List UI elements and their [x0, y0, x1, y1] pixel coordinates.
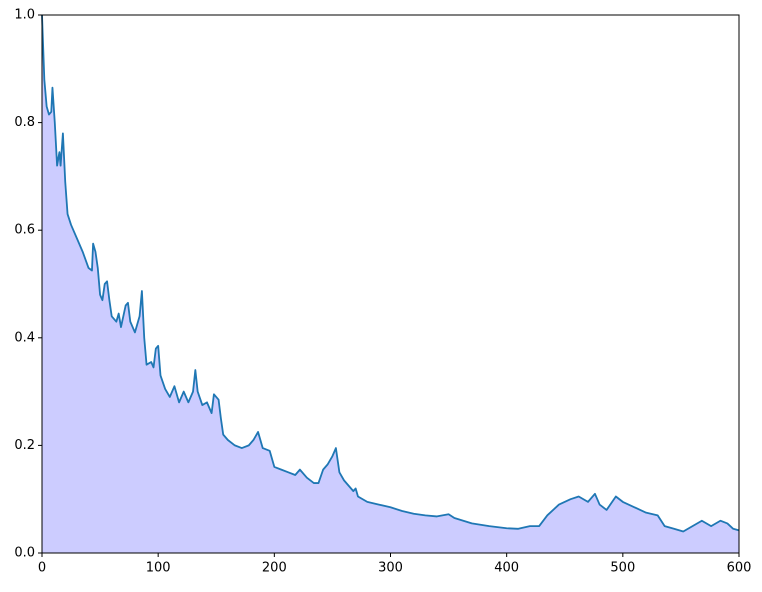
y-tick-label: 0.8 — [14, 115, 35, 130]
x-tick-label: 400 — [494, 561, 519, 576]
y-tick-label: 0.0 — [14, 546, 35, 561]
line — [41, 14, 740, 533]
x-tick-label: 100 — [146, 561, 171, 576]
y-tick-label: 1.0 — [14, 8, 35, 23]
y-tick-label: 0.6 — [14, 223, 35, 238]
x-tick-label: 600 — [727, 561, 752, 576]
x-tick-label: 300 — [378, 561, 403, 576]
x-tick-label: 0 — [38, 561, 46, 576]
y-tick-label: 0.2 — [14, 438, 35, 453]
y-tick-label: 0.4 — [14, 330, 35, 345]
x-tick-label: 200 — [262, 561, 287, 576]
area-fill — [42, 15, 739, 553]
x-tick-label: 500 — [610, 561, 635, 576]
